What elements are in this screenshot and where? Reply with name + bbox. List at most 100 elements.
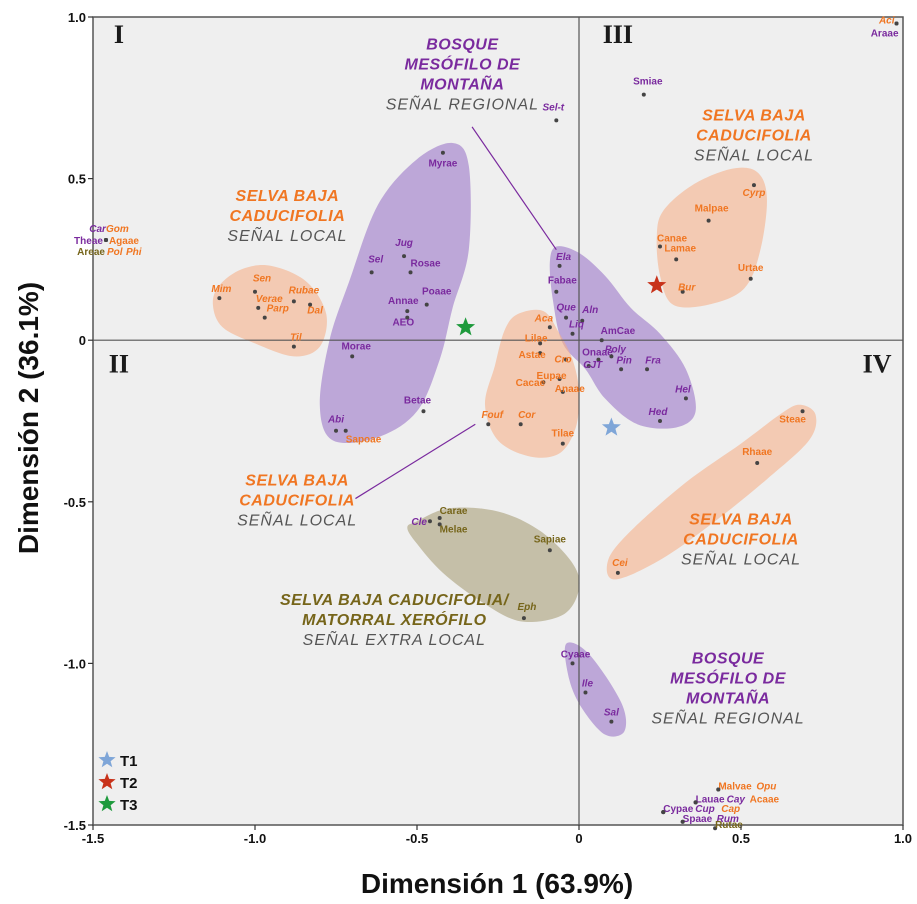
point-marker (557, 376, 562, 381)
point-marker (554, 118, 559, 123)
y-axis-title: Dimensión 2 (36.1%) (13, 282, 44, 554)
point-label: Smiae (633, 77, 663, 88)
quadrant-label: I (114, 20, 124, 49)
point-label: Mim (211, 284, 231, 295)
region-annotation: SELVA BAJA CADUCIFOLIA/MATORRAL XERÓFILO… (280, 592, 509, 649)
point-label: Ela (556, 252, 571, 263)
point-marker (619, 367, 624, 372)
point-marker (658, 244, 662, 249)
y-tick-label: -0.5 (64, 495, 86, 510)
point-marker (521, 616, 526, 621)
point-marker (369, 270, 374, 275)
region-orange-lower-right (606, 404, 817, 580)
point-label: Aca (534, 313, 554, 324)
star-t2 (647, 275, 667, 294)
annotation-line: SEÑAL LOCAL (694, 145, 814, 164)
point-label: Sapoae (346, 435, 382, 446)
annotation-line: SEÑAL LOCAL (237, 511, 357, 530)
point-marker (421, 409, 426, 414)
point-label: Rum (717, 814, 739, 825)
point-label: Cyaae (561, 649, 591, 660)
annotation-line: BOSQUE (426, 36, 499, 53)
region-olive-lower (407, 507, 580, 623)
legend-star-t3 (98, 795, 116, 812)
point-label: Myrae (428, 159, 457, 170)
point-marker (217, 296, 222, 301)
x-tick-label: 0 (575, 831, 582, 846)
x-tick-label: -0.5 (406, 831, 428, 846)
point-label: Cro (554, 355, 571, 366)
point-marker (437, 515, 442, 520)
point-marker (560, 441, 565, 446)
legend: T1 T2 T3 (98, 751, 138, 814)
point-label: Eupae (537, 371, 567, 382)
point-marker (334, 428, 338, 433)
point-marker (755, 461, 760, 466)
annotation-line: SEÑAL REGIONAL (651, 708, 804, 727)
point-marker (427, 519, 432, 524)
point-label: Urtae (738, 263, 764, 274)
legend-label: T3 (120, 797, 138, 814)
point-label: Fra (645, 355, 661, 366)
point-marker (570, 331, 575, 336)
point-label: Spaae (683, 814, 713, 825)
annotation-line: SEÑAL LOCAL (227, 226, 347, 245)
point-marker (308, 302, 313, 307)
point-label: Sal (604, 708, 619, 719)
point-marker (350, 354, 355, 359)
point-label: Acaae (750, 794, 780, 805)
point-label: Cup (695, 804, 714, 815)
point-label: Theae (74, 236, 103, 247)
point-label: Cacae (516, 378, 546, 389)
y-tick-label: 0.5 (68, 172, 86, 187)
point-marker (408, 270, 413, 275)
annotation-line: BOSQUE (692, 650, 765, 667)
point-marker (716, 787, 721, 792)
point-label: Sapiae (534, 534, 567, 545)
x-axis-title: Dimensión 1 (63.9%) (361, 868, 633, 899)
point-label: Cei (612, 558, 628, 569)
point-label: Morae (341, 341, 371, 352)
point-label: Aln (581, 305, 598, 316)
point-label: Astae (518, 350, 546, 361)
point-label: Canae (657, 233, 687, 244)
point-label: Opu (756, 781, 776, 792)
point-marker (253, 289, 257, 294)
point-label: Rutae (715, 820, 743, 831)
y-tick-label: -1.0 (64, 656, 86, 671)
star-t3 (456, 317, 476, 336)
point-marker (440, 150, 445, 155)
point-label: Pin (616, 355, 632, 366)
region-orange-left (212, 265, 327, 357)
star-t1 (601, 417, 621, 436)
point-marker (262, 315, 267, 320)
point-marker (680, 819, 685, 824)
point-marker (538, 351, 543, 356)
leader-lines-layer (355, 126, 557, 500)
point-marker (486, 422, 491, 427)
point-marker (424, 302, 429, 307)
annotation-line: SEÑAL LOCAL (681, 549, 801, 568)
point-label: Cyrp (743, 188, 766, 199)
annotation-line: SELVA BAJA (236, 188, 340, 205)
legend-star-t1 (98, 751, 116, 768)
annotation-line: SEÑAL EXTRA LOCAL (303, 630, 486, 649)
point-marker (658, 419, 662, 423)
region-orange-upper-right (656, 167, 767, 308)
y-axis-ticks: 1.0 0.5 0 -0.5 -1.0 -1.5 (64, 10, 93, 833)
point-label: Rosae (411, 258, 441, 269)
point-label: Gom (106, 224, 129, 235)
point-marker (748, 276, 753, 281)
point-marker (706, 218, 711, 223)
point-label: Fouf (481, 410, 504, 421)
point-label: Hel (675, 384, 691, 395)
point-marker (343, 428, 348, 433)
